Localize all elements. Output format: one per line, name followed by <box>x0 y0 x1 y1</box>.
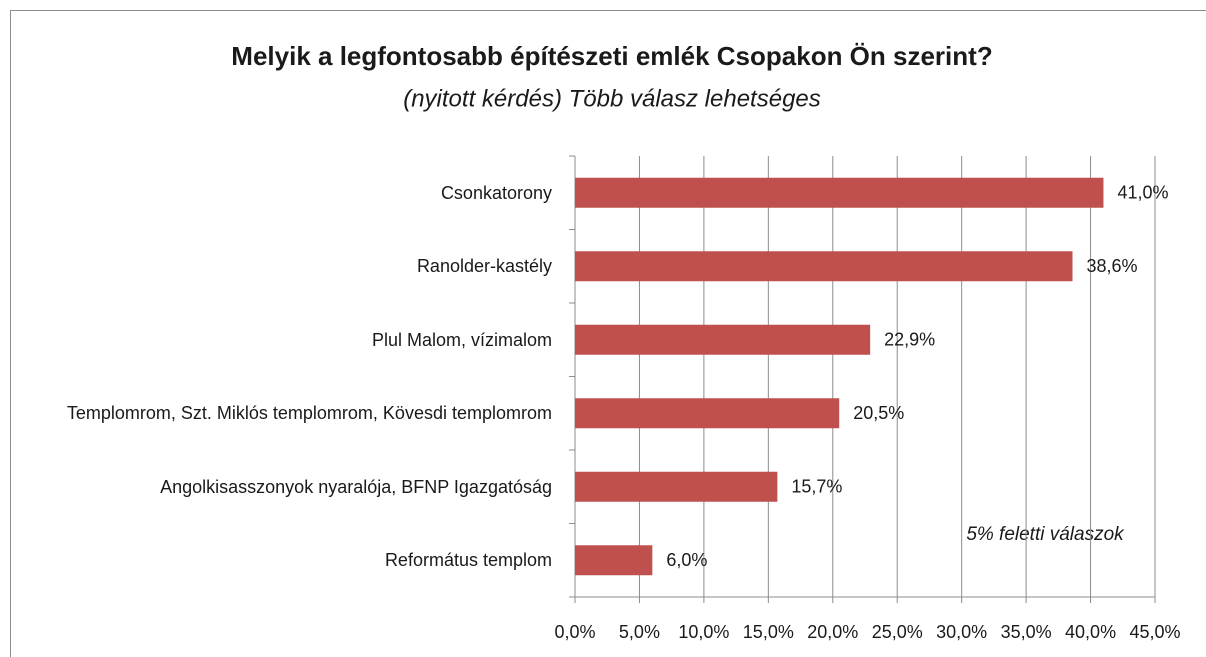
x-tick-label: 15,0% <box>743 622 794 642</box>
x-tick-label: 25,0% <box>872 622 923 642</box>
x-tick-label: 35,0% <box>1001 622 1052 642</box>
x-tick-label: 20,0% <box>807 622 858 642</box>
y-tick-label: Református templom <box>384 550 552 571</box>
y-tick-label: Ranolder-kastély <box>416 256 552 277</box>
category-label-box: Csonkatorony <box>0 181 552 205</box>
y-tick-label: Templomrom, Szt. Miklós templomrom, Köve… <box>66 403 552 424</box>
bar <box>575 251 1073 282</box>
x-tick-label: 30,0% <box>936 622 987 642</box>
annotation: 5% feletti válaszok <box>966 524 1125 545</box>
data-label: 41,0% <box>1117 183 1168 203</box>
category-label-box: Plul Malom, vízimalom <box>0 328 552 352</box>
y-tick-label: Angolkisasszonyok nyaralója, BFNP Igazga… <box>160 476 552 497</box>
category-label-box: Templomrom, Szt. Miklós templomrom, Köve… <box>0 401 552 425</box>
chart-subtitle: (nyitott kérdés) Több válasz lehetséges <box>403 85 821 112</box>
y-tick-label: Plul Malom, vízimalom <box>371 329 552 350</box>
x-tick-label: 10,0% <box>678 622 729 642</box>
x-tick-label: 5,0% <box>619 622 660 642</box>
category-label-box: Református templom <box>0 548 552 572</box>
category-label-box: Angolkisasszonyok nyaralója, BFNP Igazga… <box>0 475 552 499</box>
x-tick-label: 40,0% <box>1065 622 1116 642</box>
chart-border <box>10 10 1206 657</box>
data-label: 38,6% <box>1087 256 1138 276</box>
bar <box>575 324 871 355</box>
chart-title: Melyik a legfontosabb építészeti emlék C… <box>231 41 992 71</box>
x-tick-label: 45,0% <box>1129 622 1180 642</box>
data-label: 15,7% <box>791 477 842 497</box>
y-tick-label: Csonkatorony <box>440 182 552 203</box>
data-label: 20,5% <box>853 403 904 423</box>
x-tick-label: 0,0% <box>554 622 595 642</box>
bar <box>575 471 778 502</box>
bar <box>575 177 1104 208</box>
bar <box>575 398 840 429</box>
data-label: 22,9% <box>884 330 935 350</box>
bar <box>575 545 653 576</box>
category-label-box: Ranolder-kastély <box>0 254 552 278</box>
data-label: 6,0% <box>666 550 707 570</box>
